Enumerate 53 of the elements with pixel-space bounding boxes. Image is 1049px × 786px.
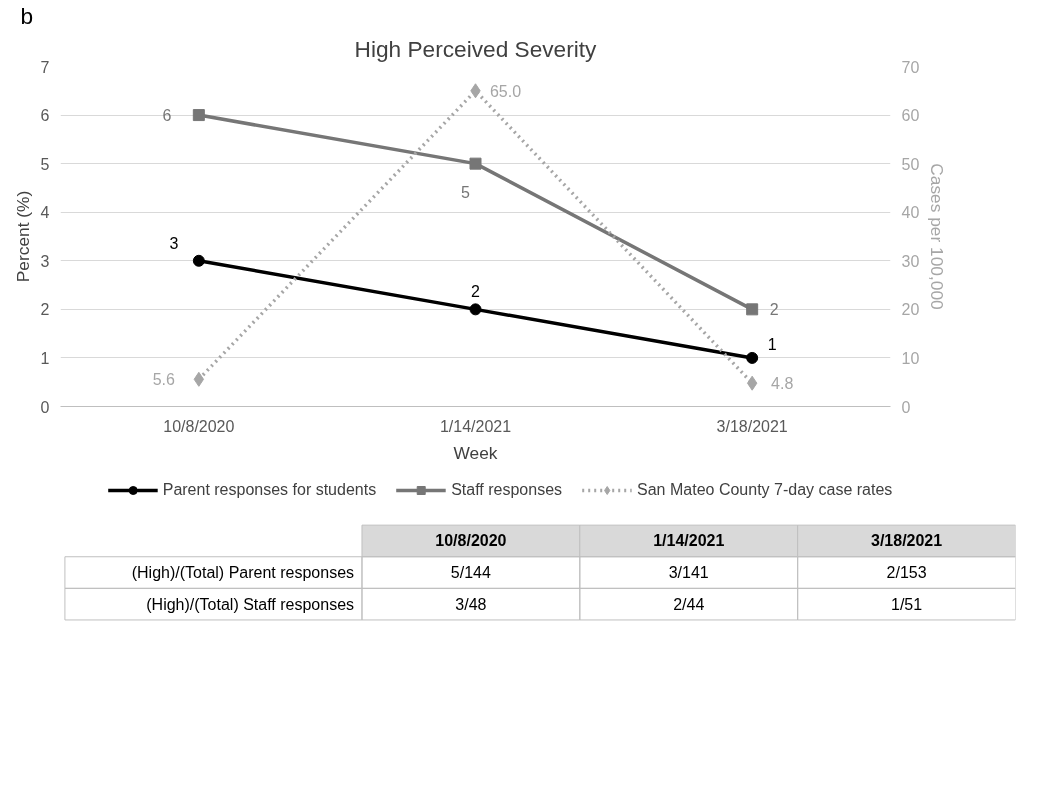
x-tick-label: 1/14/2021 xyxy=(439,417,512,435)
y-axis-title: Percent (%) xyxy=(12,190,33,283)
y-tick-label: 0 xyxy=(40,398,50,416)
text: 3/141 xyxy=(668,564,709,582)
category-label: (High)/(Total) Staff responses xyxy=(146,595,355,613)
y2-tick-label: 60 xyxy=(901,107,920,125)
x-axis-title: Week xyxy=(453,442,498,463)
data-label: 6 xyxy=(162,107,172,125)
data-label: 1 xyxy=(767,335,777,353)
y-tick-label: 5 xyxy=(40,155,50,173)
y2-axis-title: Cases per 100,000 xyxy=(927,163,948,310)
category-label: (High)/(Total) Parent responses xyxy=(131,564,355,582)
y2-tick-label: 0 xyxy=(901,398,911,416)
text: 1/51 xyxy=(891,595,923,613)
text: 2/153 xyxy=(886,564,927,582)
data-label: 4.8 xyxy=(771,375,794,393)
point xyxy=(469,303,482,316)
y-tick-label: 2 xyxy=(40,301,50,319)
y2-tick-label: 40 xyxy=(901,204,920,222)
text: 2/44 xyxy=(673,595,705,613)
point xyxy=(746,303,759,316)
x-tick-label: 3/18/2021 xyxy=(716,417,788,435)
legend-label: Staff responses xyxy=(451,481,563,499)
point xyxy=(192,109,205,122)
y-tick-label: 1 xyxy=(40,349,50,367)
category-label: 3/18/2021 xyxy=(870,532,943,550)
legend-label: Parent responses for students xyxy=(162,481,377,499)
text: 3/48 xyxy=(455,595,487,613)
y2-tick-label: 30 xyxy=(901,252,920,270)
legend-label: San Mateo County 7-day case rates xyxy=(637,481,893,499)
data-label: 3 xyxy=(169,234,179,252)
y2-tick-label: 50 xyxy=(901,155,920,173)
point xyxy=(192,254,205,267)
data-label: 65.0 xyxy=(489,82,522,100)
text: b xyxy=(20,2,34,29)
x-tick-label: 10/8/2020 xyxy=(163,417,235,435)
data-label: 5.6 xyxy=(152,371,176,389)
y2-tick-label: 10 xyxy=(901,349,920,367)
y2-tick-label: 70 xyxy=(901,58,920,76)
chart-title: High Perceived Severity xyxy=(354,35,598,62)
data-label: 5 xyxy=(461,183,471,201)
y-tick-label: 3 xyxy=(40,252,50,270)
category-label: 1/14/2021 xyxy=(653,532,725,550)
text: 5/144 xyxy=(450,564,491,582)
data-label: 2 xyxy=(471,283,481,301)
category-label: 10/8/2020 xyxy=(435,532,507,550)
y-tick-label: 4 xyxy=(40,204,50,222)
y2-tick-label: 20 xyxy=(901,301,920,319)
point xyxy=(469,157,482,170)
y-tick-label: 6 xyxy=(40,107,50,125)
y-tick-label: 7 xyxy=(40,58,50,76)
data-label: 2 xyxy=(769,301,779,319)
point xyxy=(746,351,759,364)
